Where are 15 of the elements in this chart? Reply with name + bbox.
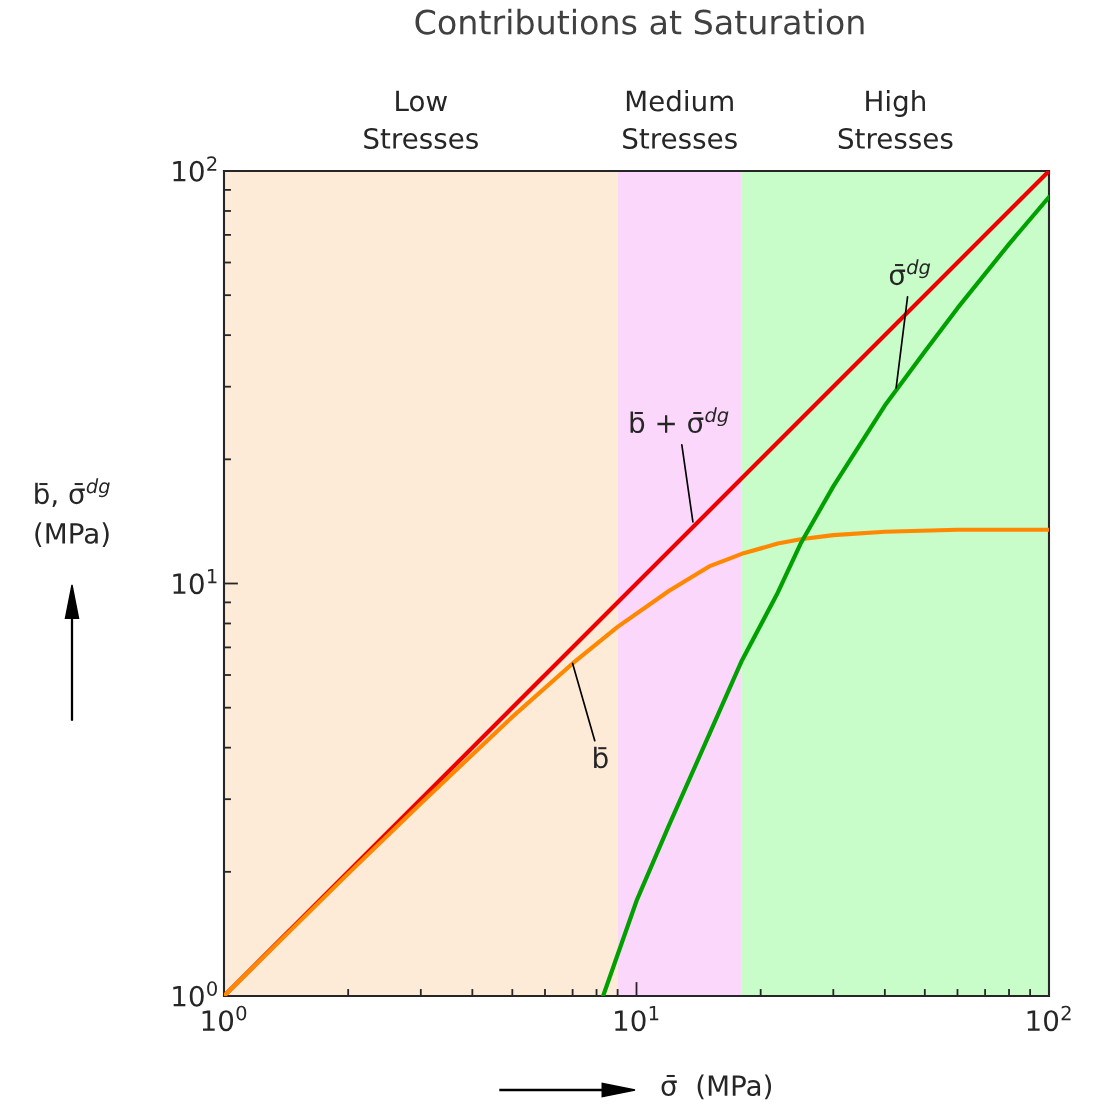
y-tick-label: 10$^{2}$: [173, 156, 217, 182]
x-axis-title: σ̄ (MPa): [661, 1074, 772, 1100]
band-label: Medium Stresses: [623, 90, 737, 149]
y-tick-label: 10$^{0}$: [173, 981, 217, 1007]
x-tick-label: 10$^{0}$: [202, 1005, 247, 1032]
chart-title: Contributions at Saturation: [415, 8, 864, 35]
annotation: b̄: [594, 746, 608, 769]
text: b̄, σ̄$^{dg}$ (MPa): [35, 478, 110, 548]
y-tick-label: 10$^{1}$: [173, 569, 217, 595]
band-label: High Stresses: [838, 90, 953, 149]
band-label: Low Stresses: [364, 90, 478, 149]
x-tick-label: 10$^{2}$: [1027, 1005, 1071, 1032]
annotation: σ̄$^{dg}$: [889, 259, 931, 286]
x-tick-label: 10$^{1}$: [615, 1006, 659, 1032]
annotation: b̄ + σ̄$^{dg}$: [630, 407, 729, 434]
